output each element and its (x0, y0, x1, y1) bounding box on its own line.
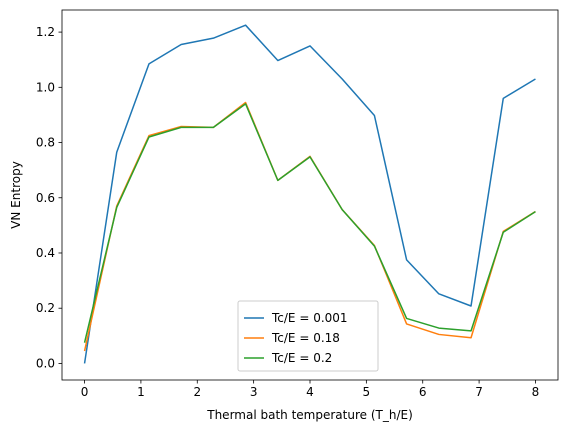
y-tick-label: 1.0 (36, 80, 55, 94)
series-line-1 (83, 24, 536, 364)
legend-box (237, 300, 379, 372)
y-axis-label: VN Entropy (9, 161, 23, 229)
legend-label-1: Tc/E = 0.001 (271, 311, 348, 325)
x-tick-label: 5 (363, 385, 371, 399)
series-line-3 (83, 103, 536, 343)
y-axis-ticks: 0.0 0.2 0.4 0.6 0.8 1.0 1.2 (36, 25, 62, 370)
y-tick-label: 0.6 (36, 191, 55, 205)
y-tick-label: 0.8 (36, 136, 55, 150)
x-tick-label: 2 (193, 385, 201, 399)
legend-label-3: Tc/E = 0.2 (271, 351, 332, 365)
x-tick-label: 8 (532, 385, 540, 399)
y-tick-label: 1.2 (36, 25, 55, 39)
y-tick-label: 0.2 (36, 301, 55, 315)
legend-label-2: Tc/E = 0.18 (271, 331, 340, 345)
legend: Tc/E = 0.001 Tc/E = 0.18 Tc/E = 0.2 (237, 300, 379, 372)
x-tick-label: 6 (419, 385, 427, 399)
x-axis-ticks: 0 1 2 3 4 5 6 7 8 (81, 380, 540, 399)
x-tick-label: 1 (137, 385, 145, 399)
x-tick-label: 4 (306, 385, 314, 399)
y-tick-label: 0.0 (36, 356, 55, 370)
x-axis-label: Thermal bath temperature (T_h/E) (206, 408, 413, 422)
x-tick-label: 0 (81, 385, 89, 399)
y-tick-label: 0.4 (36, 246, 55, 260)
series-lines (83, 24, 536, 364)
x-tick-label: 7 (475, 385, 483, 399)
x-tick-label: 3 (250, 385, 258, 399)
